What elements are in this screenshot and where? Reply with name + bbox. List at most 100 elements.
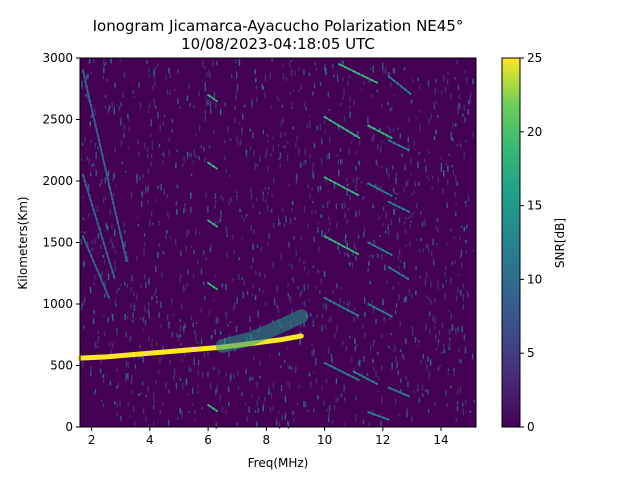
noise-speck — [142, 407, 145, 415]
noise-speck — [134, 364, 136, 369]
noise-speck — [268, 387, 270, 395]
noise-speck — [347, 303, 350, 311]
noise-speck — [397, 370, 399, 376]
noise-speck — [397, 234, 399, 241]
noise-speck — [450, 278, 452, 284]
noise-speck — [96, 346, 99, 349]
noise-speck — [123, 133, 125, 138]
noise-speck — [91, 240, 94, 245]
noise-speck — [411, 192, 413, 196]
noise-speck — [226, 235, 228, 238]
noise-speck — [379, 235, 381, 238]
noise-speck — [259, 271, 261, 276]
noise-speck — [294, 367, 297, 373]
noise-speck — [396, 233, 398, 240]
noise-speck — [473, 400, 476, 403]
noise-speck — [88, 157, 90, 165]
noise-speck — [123, 124, 126, 130]
noise-speck — [167, 214, 170, 219]
noise-speck — [148, 302, 150, 307]
noise-speck — [290, 69, 293, 76]
noise-speck — [445, 279, 447, 283]
noise-speck — [459, 254, 462, 259]
noise-speck — [443, 170, 445, 177]
noise-speck — [246, 213, 248, 216]
noise-speck — [238, 121, 241, 125]
noise-speck — [83, 231, 86, 234]
noise-speck — [300, 236, 302, 240]
noise-speck — [267, 191, 269, 195]
noise-speck — [429, 311, 431, 317]
noise-speck — [123, 222, 125, 228]
noise-speck — [245, 214, 247, 218]
noise-speck — [130, 303, 132, 309]
noise-speck — [448, 309, 450, 313]
noise-speck — [203, 147, 205, 152]
noise-speck — [111, 242, 113, 248]
noise-speck — [358, 209, 360, 216]
noise-speck — [393, 208, 395, 215]
noise-speck — [312, 318, 314, 325]
noise-speck — [292, 276, 294, 284]
noise-speck — [303, 284, 305, 292]
noise-speck — [284, 396, 287, 403]
noise-speck — [261, 83, 263, 89]
noise-speck — [168, 137, 170, 142]
noise-speck — [419, 83, 421, 86]
noise-speck — [403, 187, 405, 193]
noise-speck — [177, 417, 179, 420]
noise-speck — [404, 228, 407, 234]
noise-speck — [385, 212, 387, 220]
noise-speck — [148, 277, 150, 285]
noise-speck — [110, 349, 112, 356]
noise-speck — [127, 373, 129, 380]
noise-speck — [387, 73, 389, 77]
noise-speck — [205, 192, 207, 198]
noise-speck — [181, 410, 183, 418]
noise-speck — [435, 226, 437, 229]
noise-speck — [315, 286, 318, 289]
noise-speck — [439, 364, 441, 367]
noise-speck — [289, 218, 292, 225]
noise-speck — [330, 353, 333, 358]
noise-speck — [355, 150, 358, 155]
noise-speck — [144, 305, 146, 313]
noise-speck — [369, 280, 371, 285]
noise-speck — [390, 333, 392, 336]
noise-speck — [442, 284, 444, 289]
noise-speck — [268, 187, 270, 190]
noise-speck — [225, 372, 227, 377]
noise-speck — [297, 286, 299, 290]
noise-speck — [198, 125, 201, 132]
x-axis: 2 4 6 8 10 12 14 — [88, 427, 449, 447]
noise-speck — [217, 220, 219, 223]
oblique-trace — [367, 411, 390, 421]
noise-speck — [372, 359, 374, 364]
noise-speck — [280, 119, 283, 127]
noise-speck — [182, 329, 185, 333]
noise-speck — [328, 416, 330, 423]
noise-speck — [91, 163, 93, 167]
noise-speck — [457, 273, 460, 276]
noise-speck — [220, 108, 222, 116]
noise-speck — [246, 291, 249, 296]
noise-speck — [336, 223, 338, 229]
noise-speck — [116, 289, 118, 294]
noise-speck — [286, 347, 289, 350]
noise-speck — [171, 119, 174, 123]
noise-speck — [328, 153, 330, 160]
noise-speck — [101, 178, 103, 185]
noise-speck — [83, 261, 85, 268]
noise-speck — [150, 134, 152, 137]
noise-speck — [257, 407, 259, 414]
noise-speck — [84, 296, 86, 303]
noise-speck — [229, 375, 232, 382]
noise-speck — [193, 105, 195, 108]
noise-speck — [273, 298, 276, 306]
noise-speck — [325, 378, 328, 383]
noise-speck — [140, 283, 142, 288]
noise-speck — [264, 187, 266, 191]
noise-speck — [114, 249, 117, 254]
noise-speck — [432, 238, 434, 246]
